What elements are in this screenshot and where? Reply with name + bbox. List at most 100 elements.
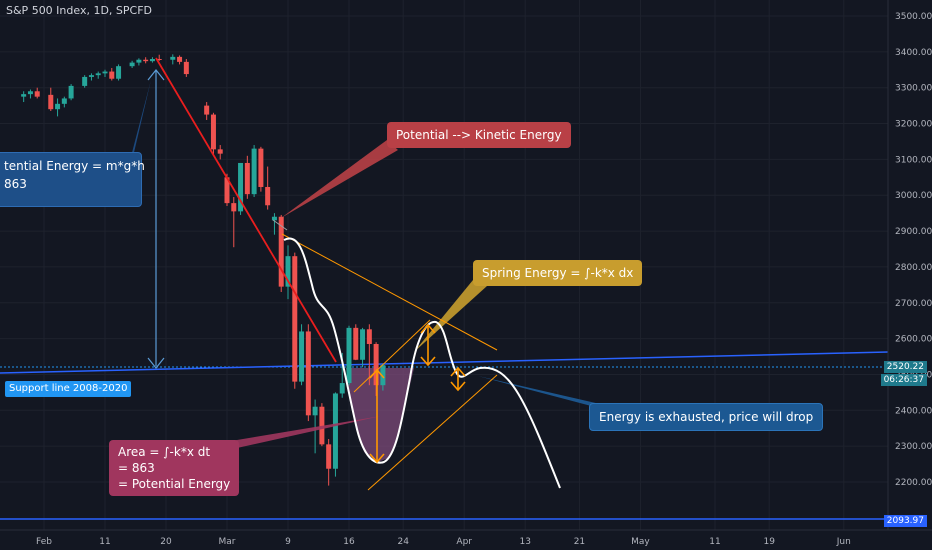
candle [319, 403, 325, 447]
time-tick-label: Mar [219, 537, 236, 547]
candle [68, 84, 74, 101]
current-price-tag: 2520.22 [883, 361, 927, 373]
candle [204, 102, 210, 120]
candle-body [285, 256, 291, 287]
candle [285, 245, 291, 300]
candle-body [116, 66, 122, 79]
drawing-overlays-front [128, 57, 614, 491]
candle-body [238, 162, 244, 212]
potential-arrow-head [147, 357, 165, 369]
candle [251, 145, 257, 198]
support-line-label: Support line 2008-2020 [5, 381, 132, 397]
candle-body [183, 61, 189, 75]
candle [326, 438, 332, 486]
candle [136, 58, 142, 66]
candle [360, 327, 366, 368]
candle [217, 145, 223, 160]
candle [292, 252, 298, 389]
candle [305, 324, 311, 422]
candle [278, 214, 284, 293]
candle-body [332, 393, 338, 469]
spring-arrow-medium [420, 323, 436, 367]
candle-body [231, 203, 237, 212]
candle-body [55, 103, 61, 110]
candle [373, 342, 379, 396]
candle-body [278, 216, 284, 287]
arrow-head-up [450, 366, 466, 377]
energy-exhausted-callout: Energy is exhausted, price will drop [589, 403, 824, 431]
candle-body [360, 329, 366, 360]
candle-body [292, 256, 298, 382]
candle [244, 155, 250, 199]
time-tick-label: 24 [397, 537, 409, 547]
candle-body [373, 343, 379, 386]
candle-body [95, 73, 101, 76]
arrow-head-down [369, 453, 385, 464]
candle [21, 91, 27, 103]
time-tick-label: 11 [709, 537, 720, 547]
candle-body [244, 162, 250, 195]
candle-body [204, 105, 210, 115]
candle-body [299, 331, 305, 382]
spring-curve [283, 237, 561, 489]
price-tick-label: 2700.00 [895, 299, 932, 309]
candle-body [305, 331, 311, 416]
spring-energy-callout: Spring Energy = ∫-k*x dx [473, 260, 643, 286]
arrow-head-up [369, 368, 385, 379]
price-tick-label: 3500.00 [895, 12, 932, 22]
channel-mid [353, 319, 431, 393]
time-tick-label: 16 [343, 537, 355, 547]
time-tick-label: May [631, 537, 650, 547]
countdown-tag: 06:26:37 [880, 374, 927, 386]
time-tick-label: 9 [285, 537, 291, 547]
candle-body [88, 75, 94, 77]
price-tick-label: 3300.00 [895, 84, 932, 94]
candle-body [156, 59, 162, 61]
support-line-2008-2020 [0, 351, 889, 374]
candle [102, 69, 108, 77]
support-price-tag: 2093.97 [883, 515, 927, 527]
symbol-title[interactable]: S&P 500 Index, 1D, SPCFD [6, 4, 153, 17]
time-tick-label: 11 [99, 537, 110, 547]
candle-body [129, 62, 135, 67]
candle [27, 89, 33, 99]
candle [170, 54, 176, 65]
candle-body [380, 365, 386, 386]
candle-body [346, 327, 352, 384]
potential-energy-callout: tential Energy = m*g*h 863 [0, 152, 145, 207]
time-tick-label: Jun [836, 537, 851, 547]
candle [55, 98, 61, 117]
candle-body [258, 148, 264, 187]
trend-line-red [155, 57, 337, 363]
candle-body [136, 59, 142, 63]
candle [177, 55, 183, 65]
arrow-head-up [420, 323, 436, 334]
candle-body [27, 91, 33, 95]
candle [271, 213, 277, 235]
price-tick-label: 2400.00 [895, 406, 932, 416]
candle [109, 67, 115, 81]
candle [258, 146, 264, 192]
time-tick-label: Apr [456, 537, 472, 547]
candle-body [149, 59, 155, 62]
potential-arrow-tail [147, 69, 165, 81]
candle [116, 64, 122, 81]
candle [265, 166, 271, 210]
candle [210, 112, 216, 156]
price-axis: 3500.00 3400.00 3300.00 3200.00 3100.00 3000.… [887, 0, 932, 530]
candle [312, 399, 318, 454]
area-callout-pointer [219, 416, 381, 450]
candle [346, 325, 352, 386]
time-axis: Feb 11 20 Mar 9 16 24 Apr 13 21 May 11 19 Jun [0, 529, 932, 547]
candle [366, 324, 372, 386]
price-tick-label: 3200.00 [895, 120, 932, 130]
candle [88, 73, 94, 81]
candle-body [366, 329, 372, 344]
candle [332, 392, 338, 477]
candle [183, 59, 189, 77]
candle-body [353, 327, 359, 360]
time-tick-label: 19 [763, 537, 775, 547]
candle-body [265, 186, 271, 206]
spring-arrow-small [450, 366, 466, 392]
